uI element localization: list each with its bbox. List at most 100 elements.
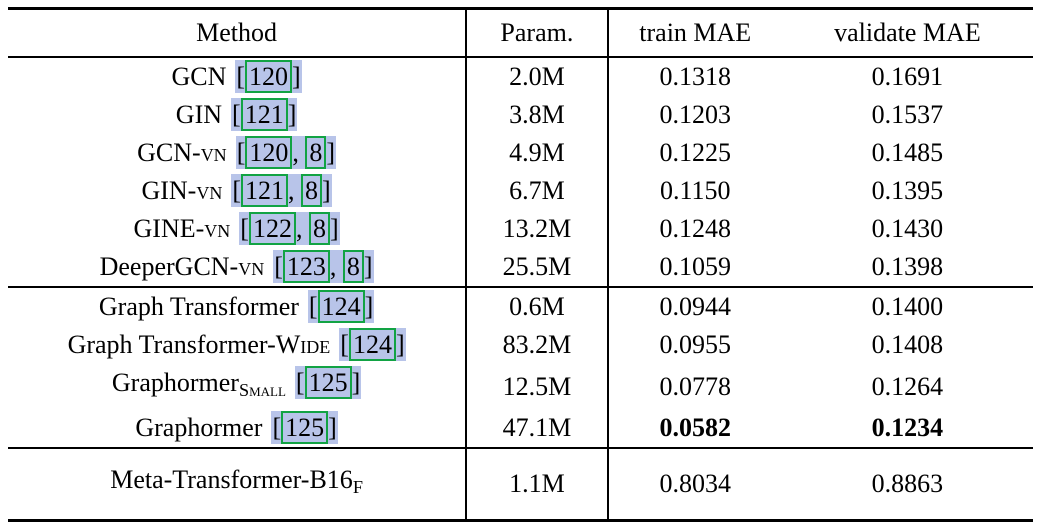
method-cell: GCN [120] (8, 57, 468, 96)
train-mae-cell: 0.1318 (659, 62, 731, 91)
column-header-train: train MAE (607, 8, 782, 58)
param-cell: 47.1M (466, 409, 609, 448)
method-name: DeeperGCN- (99, 252, 239, 281)
method-name: GCN- (137, 138, 201, 167)
citation-number[interactable]: 122 (248, 212, 296, 245)
table-row: GCN-vn [120, 8] 4.9M 0.1225 0.1485 (8, 134, 1033, 172)
table-body: GCN [120] 2.0M 0.1318 0.1691 GIN [121] 3.8M 0.12… (8, 57, 1033, 521)
citation-number[interactable]: 8 (301, 174, 323, 207)
train-mae-cell: 0.0582 (659, 413, 731, 442)
citation-link[interactable]: [122, 8] (239, 212, 340, 245)
citation-link[interactable]: [124] (307, 290, 375, 323)
table-row: GCN [120] 2.0M 0.1318 0.1691 (8, 57, 1033, 96)
train-mae-cell: 0.0944 (607, 286, 782, 326)
method-cell: Graph Transformer-Wide [124] (8, 326, 468, 364)
column-header-validate: validate MAE (781, 8, 1033, 58)
citation-number[interactable]: 124 (348, 328, 396, 361)
train-mae-cell: 0.0778 (659, 371, 731, 401)
train-mae-cell: 0.1225 (659, 138, 731, 167)
method-cell: GIN [121] (8, 96, 468, 134)
train-mae-cell: 0.1150 (659, 176, 731, 205)
method-cell: GCN-vn [120, 8] (8, 134, 468, 172)
train-mae-cell: 0.1248 (659, 214, 731, 243)
citation-number[interactable]: 8 (305, 136, 327, 169)
validate-mae-cell: 0.1264 (871, 371, 944, 401)
param-cell: 3.8M (466, 96, 609, 134)
method-cell: Graph Transformer [124] (8, 286, 468, 326)
validate-mae-cell: 0.1537 (871, 100, 944, 129)
param-cell: 1.1M (466, 447, 609, 521)
column-header-method: Method (8, 8, 468, 58)
citation-link[interactable]: [120, 8] (235, 136, 337, 169)
method-name: Small (238, 380, 286, 400)
citation-number[interactable]: 8 (342, 250, 364, 283)
method-cell: DeeperGCN-vn [123, 8] (8, 248, 468, 287)
param-cell: 12.5M (466, 364, 609, 409)
citation-link[interactable]: [125] (271, 411, 338, 444)
citation-number[interactable]: 124 (317, 290, 365, 323)
citation-link[interactable]: [124] (339, 328, 406, 361)
table-row: GraphormerSmall [125] 12.5M 0.0778 0.1264 (8, 364, 1033, 409)
method-name: vn (196, 176, 223, 205)
method-name: Graphormer (111, 368, 239, 397)
method-name: Meta-Transformer-B16 (110, 465, 353, 494)
method-name: Graph Transformer (98, 292, 299, 321)
table-row: Graph Transformer-Wide [124] 83.2M 0.0955 0.… (8, 326, 1033, 364)
method-name: GIN- (141, 176, 197, 205)
method-name: Graph Transformer- (67, 330, 276, 359)
param-cell: 13.2M (466, 210, 609, 248)
citation-number[interactable]: 125 (304, 366, 352, 399)
method-cell: Meta-Transformer-B16F (8, 447, 468, 521)
method-name: vn (204, 214, 231, 243)
method-name: F (352, 477, 363, 497)
table-row: GIN-vn [121, 8] 6.7M 0.1150 0.1395 (8, 172, 1033, 210)
citation-number[interactable]: 125 (281, 411, 329, 444)
param-cell: 25.5M (466, 248, 609, 287)
method-cell: GINE-vn [122, 8] (8, 210, 468, 248)
citation-link[interactable]: [125] (294, 366, 362, 399)
citation-number[interactable]: 120 (245, 60, 293, 93)
table-row: Graphormer [125] 47.1M 0.0582 0.1234 (8, 409, 1033, 448)
citation-link[interactable]: [123, 8] (273, 250, 374, 283)
method-name: GINE- (133, 214, 205, 243)
table-row: DeeperGCN-vn [123, 8] 25.5M 0.1059 0.1398 (8, 248, 1033, 287)
validate-mae-cell: 0.1398 (871, 252, 944, 281)
citation-link[interactable]: [120] (235, 60, 302, 93)
validate-mae-cell: 0.1430 (871, 214, 944, 243)
citation-number[interactable]: 8 (308, 212, 330, 245)
citation-number[interactable]: 121 (241, 174, 289, 207)
method-name: Graphormer (135, 413, 263, 442)
train-mae-cell: 0.0955 (659, 330, 731, 359)
validate-mae-cell: 0.1485 (871, 138, 944, 167)
citation-link[interactable]: [121] (231, 98, 298, 131)
validate-mae-cell: 0.8863 (781, 447, 1033, 521)
method-name: vn (200, 138, 227, 167)
method-name: GCN (171, 62, 227, 91)
method-name: vn (238, 252, 265, 281)
validate-mae-cell: 0.1400 (781, 286, 1033, 326)
column-header-param: Param. (466, 8, 609, 58)
validate-mae-cell: 0.1234 (871, 413, 944, 442)
param-cell: 83.2M (466, 326, 609, 364)
validate-mae-cell: 0.1408 (871, 330, 944, 359)
param-cell: 2.0M (466, 57, 609, 96)
citation-number[interactable]: 121 (240, 98, 288, 131)
param-cell: 4.9M (466, 134, 609, 172)
citation-number[interactable]: 120 (245, 136, 293, 169)
method-cell: GIN-vn [121, 8] (8, 172, 468, 210)
citation-number[interactable]: 123 (282, 250, 330, 283)
param-cell: 0.6M (466, 286, 609, 326)
validate-mae-cell: 0.1395 (871, 176, 944, 205)
method-cell: GraphormerSmall [125] (8, 364, 468, 409)
method-name: Wide (275, 330, 331, 359)
train-mae-cell: 0.1203 (659, 100, 731, 129)
param-cell: 6.7M (466, 172, 609, 210)
method-cell: Graphormer [125] (8, 409, 468, 448)
header-row: Method Param. train MAE validate MAE (8, 8, 1033, 58)
results-table: Method Param. train MAE validate MAE GCN[12… (8, 7, 1033, 522)
table-row: GINE-vn [122, 8] 13.2M 0.1248 0.1430 (8, 210, 1033, 248)
table-row: Meta-Transformer-B16F 1.1M 0.8034 0.8863 (8, 447, 1033, 521)
train-mae-cell: 0.1059 (659, 252, 731, 281)
citation-link[interactable]: [121, 8] (231, 174, 332, 207)
